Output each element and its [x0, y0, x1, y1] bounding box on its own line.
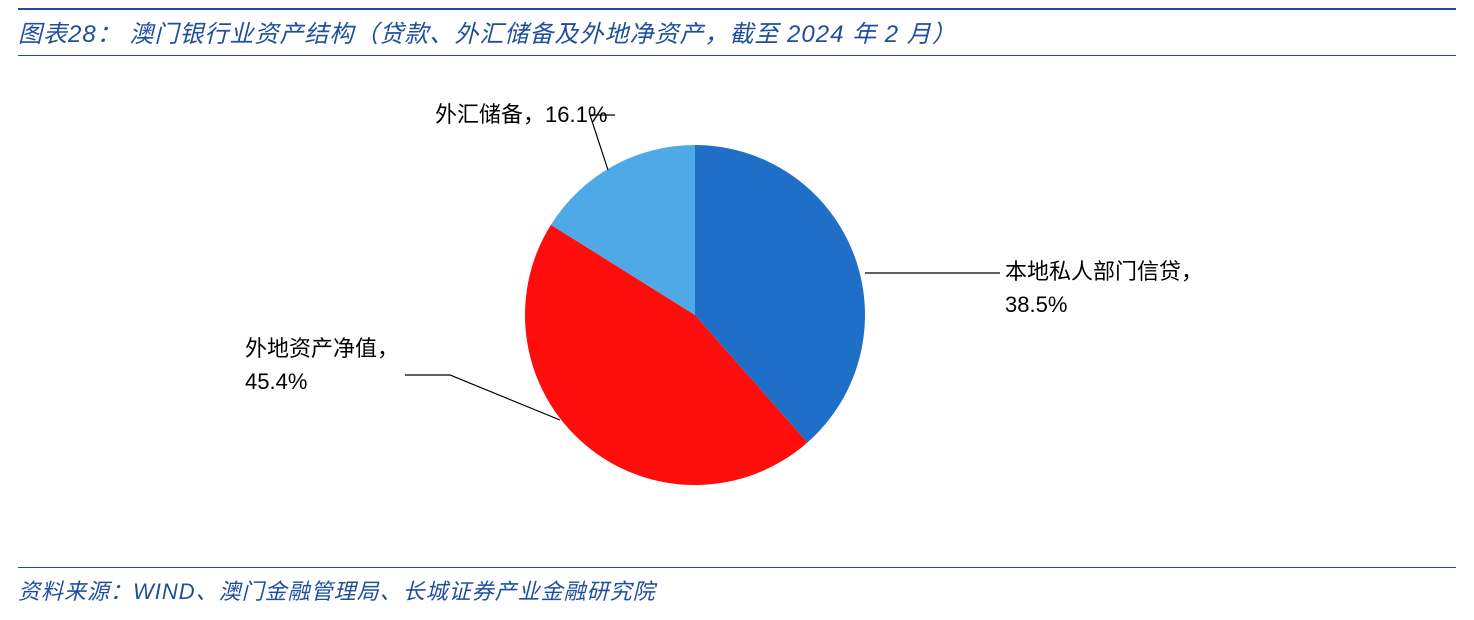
pie-chart-svg [0, 80, 1474, 550]
leader-line [405, 375, 560, 420]
pie-slice-label: 本地私人部门信贷，38.5% [1005, 255, 1203, 321]
pie-label-line1: 本地私人部门信贷， [1005, 255, 1203, 288]
pie-chart-area: 本地私人部门信贷，38.5% 外地资产净值，45.4% 外汇储备，16.1% [0, 80, 1474, 550]
pie-label-line2: 45.4% [245, 365, 399, 398]
source-text: 资料来源：WIND、澳门金融管理局、长城证券产业金融研究院 [18, 574, 1456, 606]
pie-label-line2: 38.5% [1005, 288, 1203, 321]
pie-slice-label: 外汇储备，16.1% [435, 98, 607, 131]
chart-title: 图表28： 澳门银行业资产结构（贷款、外汇储备及外地净资产，截至 2024 年 … [18, 14, 1456, 49]
chart-title-bar: 图表28： 澳门银行业资产结构（贷款、外汇储备及外地净资产，截至 2024 年 … [18, 8, 1456, 56]
source-bar: 资料来源：WIND、澳门金融管理局、长城证券产业金融研究院 [18, 567, 1456, 606]
pie-label-line1: 外地资产净值， [245, 332, 399, 365]
pie-label-line1: 外汇储备，16.1% [435, 98, 607, 131]
pie-slice-label: 外地资产净值，45.4% [245, 332, 399, 398]
